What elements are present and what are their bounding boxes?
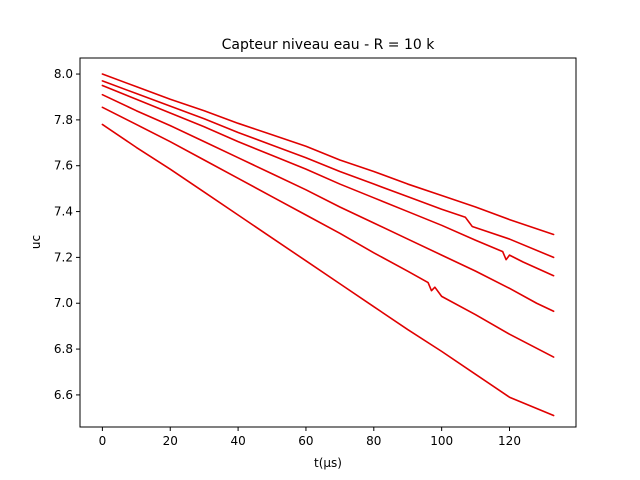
series-line-1 — [101, 73, 555, 236]
x-tick-label: 100 — [430, 434, 453, 448]
x-tick-label: 80 — [366, 434, 381, 448]
series-group — [101, 73, 555, 417]
x-tick-label: 60 — [298, 434, 313, 448]
y-tick-label: 7.6 — [54, 159, 73, 173]
chart-title: Capteur niveau eau - R = 10 k — [222, 37, 436, 53]
y-tick-label: 6.8 — [54, 342, 73, 356]
series-line-6 — [101, 123, 555, 417]
x-tick-label: 120 — [498, 434, 521, 448]
x-tick-label: 0 — [99, 434, 107, 448]
series-line-4 — [101, 93, 555, 313]
series-line-3 — [101, 84, 555, 277]
y-tick-label: 6.6 — [54, 388, 73, 402]
x-axis-ticks: 0 20 40 60 80 100 120 — [99, 427, 521, 448]
y-axis-ticks: 6.6 6.8 7.0 7.2 7.4 7.6 7.8 8.0 — [54, 67, 80, 402]
y-tick-label: 7.4 — [54, 205, 73, 219]
plot-frame — [79, 57, 577, 428]
y-axis-label: uc — [29, 235, 43, 249]
series-line-5 — [101, 106, 555, 358]
y-tick-label: 8.0 — [54, 67, 73, 81]
x-axis-label: t(µs) — [314, 456, 342, 470]
x-tick-label: 20 — [163, 434, 178, 448]
x-tick-label: 40 — [230, 434, 245, 448]
y-tick-label: 7.2 — [54, 250, 73, 264]
y-tick-label: 7.0 — [54, 296, 73, 310]
y-tick-label: 7.8 — [54, 113, 73, 127]
series-line-2 — [101, 80, 555, 259]
